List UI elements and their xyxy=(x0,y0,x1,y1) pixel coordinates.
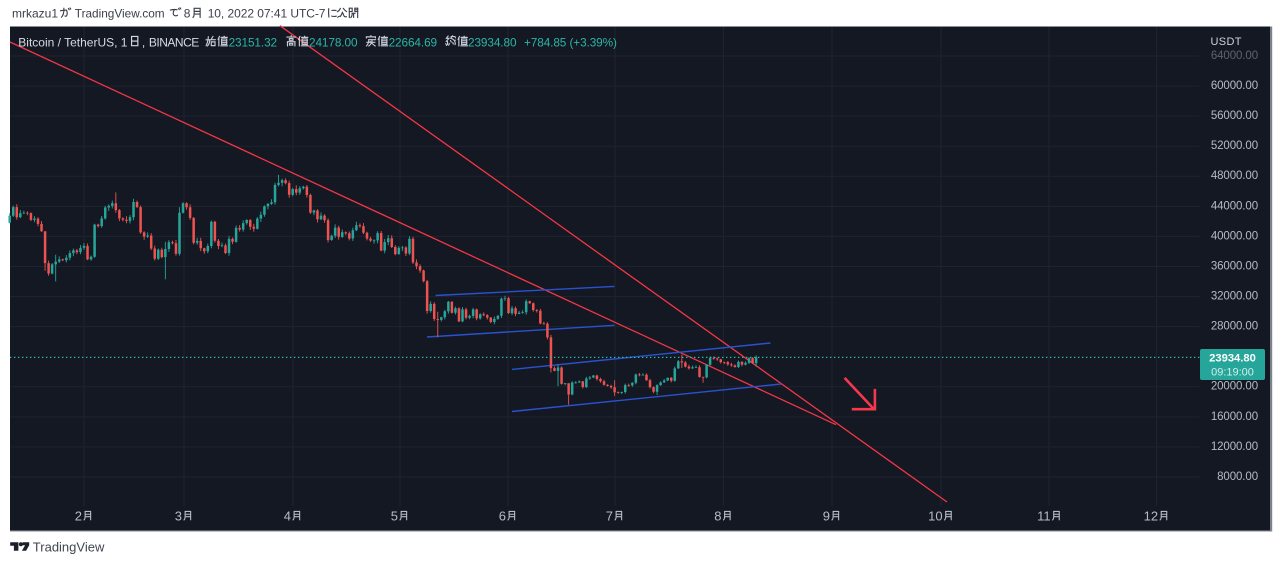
svg-text:4: 4 xyxy=(284,508,291,523)
svg-text:5: 5 xyxy=(391,508,398,523)
svg-text:USDT: USDT xyxy=(1211,36,1242,48)
svg-text:9: 9 xyxy=(823,508,830,523)
svg-text:60000.00: 60000.00 xyxy=(1211,80,1258,92)
svg-text:28000.00: 28000.00 xyxy=(1211,321,1258,333)
svg-text:36000.00: 36000.00 xyxy=(1211,260,1258,272)
svg-text:10: 10 xyxy=(928,508,942,523)
svg-text:23934.80: 23934.80 xyxy=(1209,352,1256,364)
svg-text:3: 3 xyxy=(175,508,182,523)
svg-text:52000.00: 52000.00 xyxy=(1211,140,1258,152)
svg-text:16000.00: 16000.00 xyxy=(1211,411,1258,423)
svg-text:TradingView: TradingView xyxy=(33,539,105,554)
svg-text:48000.00: 48000.00 xyxy=(1211,170,1258,182)
svg-text:12000.00: 12000.00 xyxy=(1211,441,1258,453)
svg-text:8: 8 xyxy=(714,508,721,523)
svg-text:8: 8 xyxy=(184,6,191,20)
svg-text:23934.80: 23934.80 xyxy=(468,36,517,50)
svg-text:40000.00: 40000.00 xyxy=(1211,230,1258,242)
svg-text:23151.32: 23151.32 xyxy=(229,36,277,50)
svg-text:7: 7 xyxy=(606,508,613,523)
svg-text:BINANCE: BINANCE xyxy=(149,36,199,50)
svg-text:+784.85 (+3.39%): +784.85 (+3.39%) xyxy=(524,36,617,50)
svg-text:mrkazu1: mrkazu1 xyxy=(12,6,58,20)
svg-text:09:19:00: 09:19:00 xyxy=(1211,366,1254,378)
svg-text:24178.00: 24178.00 xyxy=(309,36,358,50)
svg-text:Bitcoin / TetherUS, 1: Bitcoin / TetherUS, 1 xyxy=(18,36,127,50)
svg-text:8000.00: 8000.00 xyxy=(1217,471,1258,483)
svg-text:10, 2022 07:41 UTC-7: 10, 2022 07:41 UTC-7 xyxy=(208,6,326,20)
svg-text:64000.00: 64000.00 xyxy=(1211,50,1258,62)
svg-text:11: 11 xyxy=(1037,508,1051,523)
svg-text:20000.00: 20000.00 xyxy=(1211,381,1258,393)
svg-text:22664.69: 22664.69 xyxy=(389,36,437,50)
svg-text:12: 12 xyxy=(1144,508,1158,523)
svg-text:6: 6 xyxy=(499,508,506,523)
svg-text:56000.00: 56000.00 xyxy=(1211,110,1258,122)
svg-text:32000.00: 32000.00 xyxy=(1211,291,1258,303)
svg-text:44000.00: 44000.00 xyxy=(1211,200,1258,212)
svg-text:2: 2 xyxy=(75,508,82,523)
svg-text:TradingView.com: TradingView.com xyxy=(75,6,165,20)
svg-text:,: , xyxy=(142,36,145,50)
